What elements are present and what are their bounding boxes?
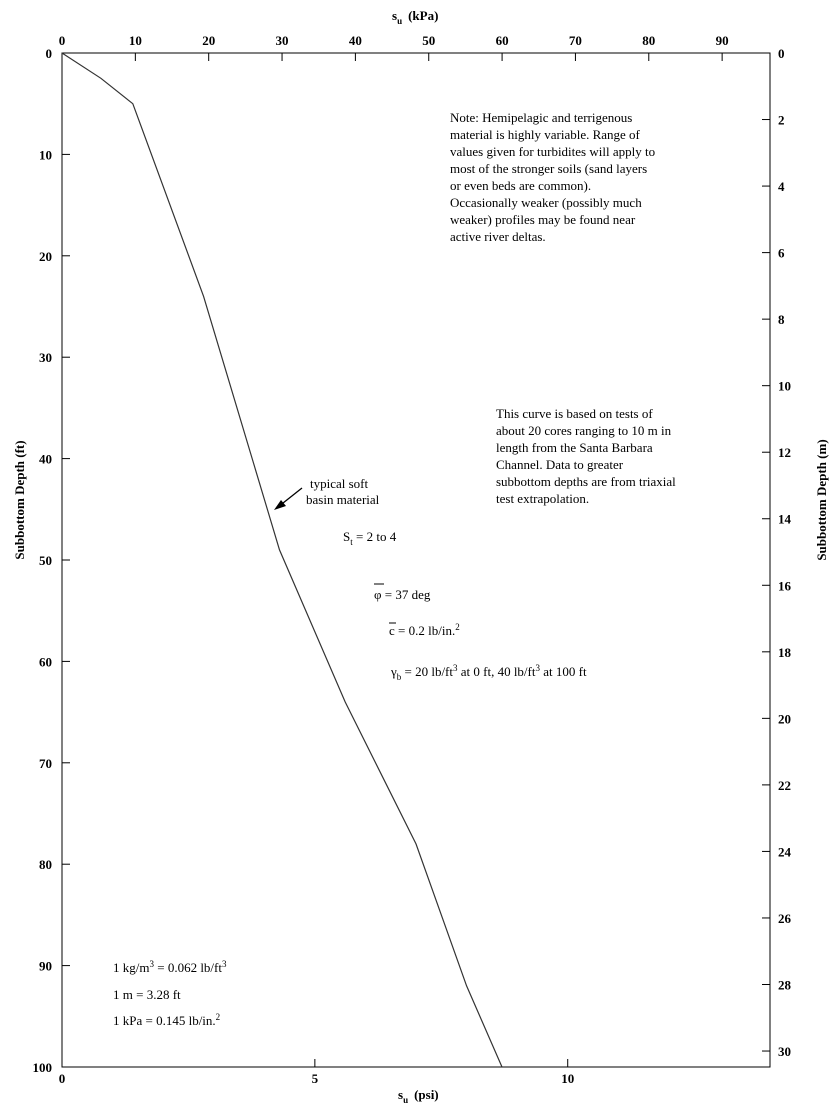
typical-label-line1: typical soft [310,476,369,491]
top-tick-label: 40 [349,33,362,48]
left-tick-label: 20 [39,249,52,264]
note-line: most of the stronger soils (sand layers [450,161,647,176]
right-axis-title: Subbottom Depth (m) [814,439,829,560]
top-tick-label: 30 [276,33,289,48]
note-line: or even beds are common). [450,178,591,193]
right-tick-label: 24 [778,844,792,859]
left-tick-label: 0 [46,46,53,61]
note-line: material is highly variable. Range of [450,127,641,142]
right-tick-label: 0 [778,46,785,61]
right-tick-label: 16 [778,578,792,593]
left-tick-label: 30 [39,350,52,365]
series-group [61,52,503,1068]
left-tick-label: 10 [39,147,52,162]
curve-basis-annotation: This curve is based on tests of about 20… [496,406,676,506]
right-tick-label: 10 [778,379,791,394]
bottom-tick-label: 10 [561,1071,574,1086]
phi-annotation: φ = 37 deg [374,587,431,602]
left-tick-label: 80 [39,857,52,872]
basis-line: This curve is based on tests of [496,406,653,421]
right-tick-label: 26 [778,911,792,926]
right-tick-label: 22 [778,778,791,793]
bottom-axis-ticks: 0 5 10 [59,1059,574,1086]
top-tick-label: 60 [496,33,509,48]
left-tick-label: 70 [39,756,52,771]
top-tick-label: 80 [642,33,655,48]
note-line: weaker) profiles may be found near [450,212,636,227]
conversion-kpa: 1 kPa = 0.145 lb/in.2 [113,1012,220,1028]
top-tick-label: 10 [129,33,142,48]
st-annotation: St = 2 to 4 [343,529,397,547]
right-tick-label: 28 [778,977,792,992]
left-tick-label: 40 [39,452,52,467]
basis-line: test extrapolation. [496,491,589,506]
strength-profile-line [61,52,503,1068]
left-axis-title: Subbottom Depth (ft) [12,440,27,559]
note-annotation: Note: Hemipelagic and terrigenous materi… [450,110,655,244]
typical-label-line2: basin material [306,492,380,507]
top-tick-label: 20 [202,33,215,48]
annotation-arrow-head [274,500,286,510]
bottom-tick-label: 5 [312,1071,319,1086]
note-line: Occasionally weaker (possibly much [450,195,642,210]
right-tick-label: 2 [778,113,785,128]
top-axis-title: su (kPa) [392,8,438,26]
right-tick-label: 6 [778,246,785,261]
right-tick-label: 14 [778,512,792,527]
right-tick-label: 18 [778,645,792,660]
c-annotation: c = 0.2 lb/in.2 [389,622,460,638]
top-tick-label: 50 [422,33,435,48]
bottom-tick-label: 0 [59,1071,66,1086]
left-tick-label: 100 [33,1060,53,1075]
right-tick-label: 20 [778,711,791,726]
plot-frame [61,52,771,1068]
bottom-axis-title: su (psi) [398,1087,439,1105]
right-tick-label: 30 [778,1044,791,1059]
basis-line: subbottom depths are from triaxial [496,474,676,489]
gamma-annotation: γb = 20 lb/ft3 at 0 ft, 40 lb/ft3 at 100… [390,663,587,682]
right-tick-label: 4 [778,179,785,194]
conversion-kgm3: 1 kg/m3 = 0.062 lb/ft3 [113,959,227,975]
top-tick-label: 0 [59,33,66,48]
left-tick-label: 90 [39,959,52,974]
basis-line: about 20 cores ranging to 10 m in [496,423,672,438]
conversion-m-ft: 1 m = 3.28 ft [113,987,181,1002]
note-line: values given for turbidites will apply t… [450,144,655,159]
right-tick-label: 12 [778,445,791,460]
top-axis-ticks: 0 10 20 30 40 50 60 70 80 90 [59,33,729,61]
left-axis-ticks: 0 10 20 30 40 50 60 70 80 90 100 [33,46,70,1075]
note-line: Note: Hemipelagic and terrigenous [450,110,632,125]
left-tick-label: 60 [39,654,52,669]
note-line: active river deltas. [450,229,546,244]
top-tick-label: 90 [716,33,729,48]
top-tick-label: 70 [569,33,582,48]
right-tick-label: 8 [778,312,785,327]
basis-line: length from the Santa Barbara [496,440,653,455]
basis-line: Channel. Data to greater [496,457,624,472]
left-tick-label: 50 [39,553,52,568]
